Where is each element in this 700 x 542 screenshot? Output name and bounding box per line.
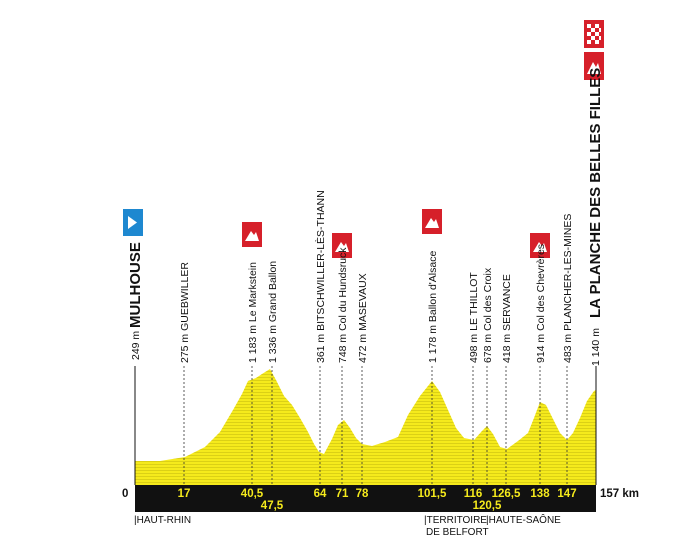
climb-icon: [242, 222, 262, 247]
km-value: 17: [178, 488, 191, 500]
km-value: 147: [557, 488, 576, 500]
km-value: 138: [530, 488, 550, 500]
profile-hatching: [135, 369, 596, 485]
km-value: 47,5: [261, 500, 284, 512]
start-town-label: MULHOUSE: [127, 242, 144, 328]
climb-icon: [332, 233, 352, 258]
waypoint-label: 748 m Col du Hundsruck: [337, 247, 349, 363]
start-altitude: 249 m: [130, 331, 142, 360]
km-value: 40,5: [241, 488, 264, 500]
region-territoire-de-belfort-line2: DE BELFORT: [426, 527, 489, 538]
checkered-finish-icon: [584, 20, 604, 48]
waypoint-label: 678 m Col des Croix: [482, 267, 494, 363]
finish-climb-icon: [584, 52, 604, 80]
km-value: 64: [314, 488, 327, 500]
climb-icon: [422, 209, 442, 234]
km-value: 71: [336, 488, 349, 500]
km-value: 116: [464, 488, 483, 500]
waypoint-label: 498 m LE THILLOT: [468, 272, 480, 363]
start-flag-icon: [123, 209, 143, 236]
region-haute-saone: |HAUTE-SAÔNE: [486, 515, 561, 526]
finish-altitude: 1 140 m: [590, 328, 602, 366]
km-start: 0: [122, 488, 128, 500]
waypoint-label: 275 m GUEBWILLER: [179, 262, 191, 363]
km-finish: 157 km: [600, 488, 639, 500]
waypoint-label: 1 178 m Ballon d'Alsace: [427, 251, 439, 363]
waypoint-label: 914 m Col des Chevrères: [535, 244, 547, 363]
waypoint-label: 1 336 m Grand Ballon: [267, 261, 279, 363]
km-value: 126,5: [492, 488, 521, 500]
waypoint-label: 472 m MASEVAUX: [357, 273, 369, 363]
climb-icon: [530, 233, 550, 258]
region-haut-rhin: |HAUT-RHIN: [134, 515, 192, 526]
finish-town-label: LA PLANCHE DES BELLES FILLES: [587, 68, 604, 318]
km-value: 78: [356, 488, 369, 500]
region-territoire-de-belfort-line1: |TERRITOIRE: [424, 515, 487, 526]
km-band: [135, 485, 596, 512]
km-value: 101,5: [418, 488, 447, 500]
km-value: 120,5: [473, 500, 502, 512]
waypoint-label: 483 m PLANCHER-LES-MINES: [562, 214, 574, 363]
waypoint-label: 361 m BITSCHWILLER-LÈS-THANN: [314, 190, 327, 363]
waypoint-label: 1 183 m Le Markstein: [247, 262, 259, 363]
waypoint-label: 418 m SERVANCE: [501, 274, 513, 363]
